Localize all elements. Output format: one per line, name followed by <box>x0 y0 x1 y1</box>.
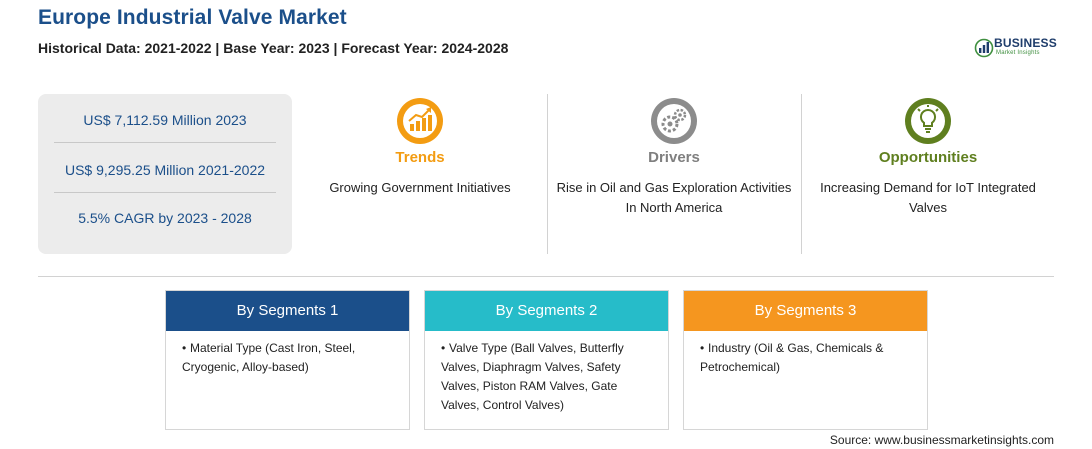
bullet-icon: • <box>441 341 446 355</box>
stat-divider <box>54 192 276 193</box>
segment-3-item: • Industry (Oil & Gas, Chemicals & Petroc… <box>700 339 911 377</box>
lightbulb-icon <box>905 98 951 144</box>
segment-2-title: By Segments 2 <box>425 291 668 331</box>
column-divider <box>547 94 548 254</box>
stat-cagr: 5.5% CAGR by 2023 - 2028 <box>78 210 252 226</box>
segment-card-2: By Segments 2 • Valve Type (Ball Valves, … <box>424 290 669 430</box>
opportunities-column: Opportunities Increasing Demand for IoT … <box>808 94 1048 254</box>
stat-market-size-2023: US$ 7,112.59 Million 2023 <box>83 112 247 128</box>
section-divider <box>38 276 1054 277</box>
logo-globe-icon <box>974 38 994 58</box>
segment-2-item: • Valve Type (Ball Valves, Butterfly Valv… <box>441 339 652 415</box>
segment-2-item-text: Valve Type (Ball Valves, Butterfly Valve… <box>441 341 624 412</box>
source-note: Source: www.businessmarketinsights.com <box>829 433 1054 447</box>
trends-column: Trends Growing Government Initiatives <box>300 94 540 254</box>
trends-heading: Trends <box>395 149 445 166</box>
page-title: Europe Industrial Valve Market <box>38 6 347 29</box>
stat-market-size-historical: US$ 9,295.25 Million 2021-2022 <box>64 162 266 178</box>
segment-3-item-text: Industry (Oil & Gas, Chemicals & Petroch… <box>700 341 884 374</box>
drivers-heading: Drivers <box>648 149 700 166</box>
column-divider <box>801 94 802 254</box>
drivers-text: Rise in Oil and Gas Exploration Activiti… <box>556 180 792 215</box>
trends-text: Growing Government Initiatives <box>329 180 511 195</box>
company-logo: BUSINESS Market Insights <box>974 34 1058 62</box>
gears-icon <box>651 98 697 144</box>
key-stats-panel: US$ 7,112.59 Million 2023 US$ 9,295.25 M… <box>38 94 292 254</box>
page-subtitle: Historical Data: 2021-2022 | Base Year: … <box>38 40 509 56</box>
bullet-icon: • <box>700 341 705 355</box>
logo-name: BUSINESS <box>994 36 1057 50</box>
growth-chart-icon <box>397 98 443 144</box>
segment-3-title: By Segments 3 <box>684 291 927 331</box>
opportunities-heading: Opportunities <box>878 149 978 166</box>
segment-1-title: By Segments 1 <box>166 291 409 331</box>
drivers-column: Drivers Rise in Oil and Gas Exploration … <box>554 94 794 254</box>
segment-1-item: • Material Type (Cast Iron, Steel, Cryoge… <box>182 339 393 377</box>
segment-1-item-text: Material Type (Cast Iron, Steel, Cryogen… <box>182 341 356 374</box>
segment-card-3: By Segments 3 • Industry (Oil & Gas, Chem… <box>683 290 928 430</box>
bullet-icon: • <box>182 341 187 355</box>
opportunities-text: Increasing Demand for IoT Integrated Val… <box>820 180 1036 215</box>
stat-divider <box>54 142 276 143</box>
segment-card-1: By Segments 1 • Material Type (Cast Iron,… <box>165 290 410 430</box>
logo-tagline: Market Insights <box>996 50 1040 56</box>
